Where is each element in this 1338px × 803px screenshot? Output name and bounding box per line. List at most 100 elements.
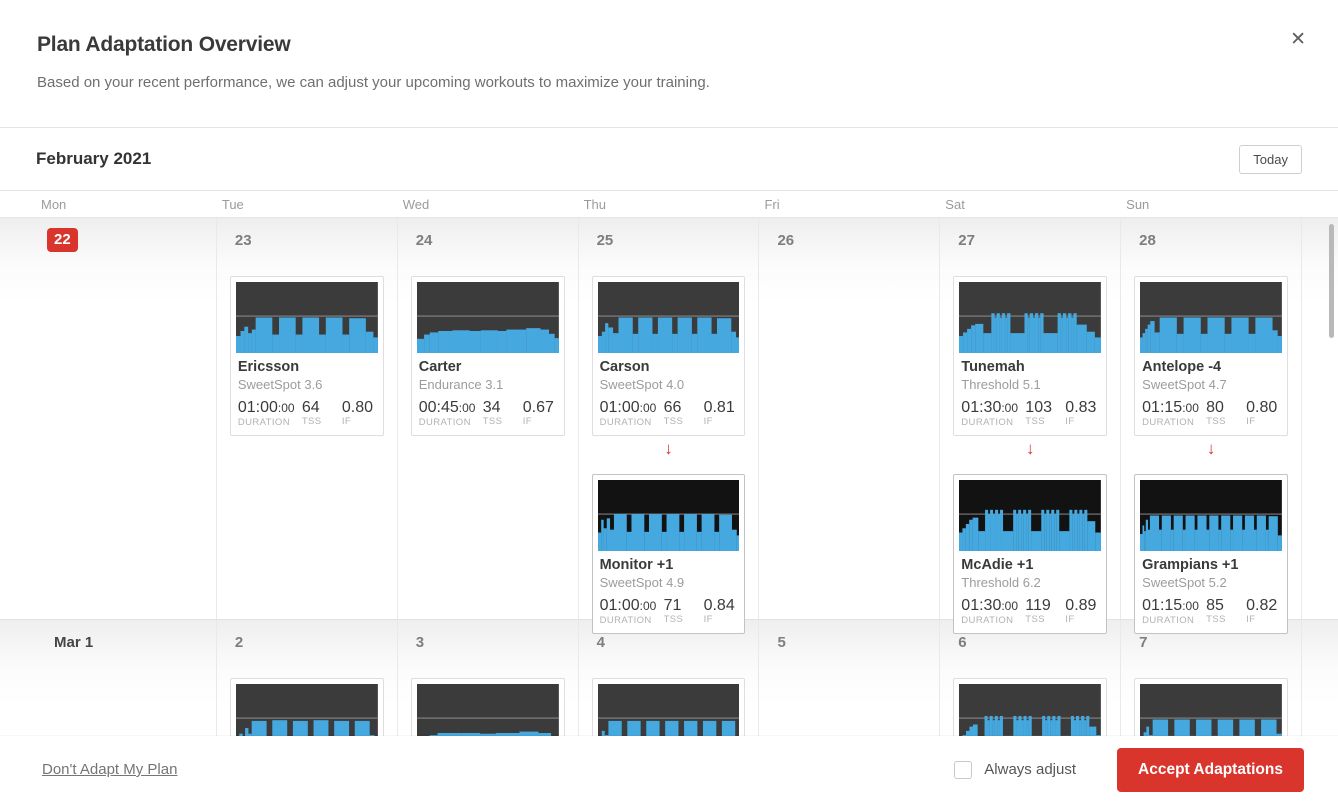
workout-stats: 01:00:00 DURATION 64 TSS 0.80 IF — [238, 399, 376, 428]
stat-tss: 66 TSS — [664, 399, 704, 428]
if-label: IF — [522, 416, 532, 427]
date-wrap: Mar 1 — [36, 632, 216, 666]
day-header-sat: Sat — [945, 196, 965, 212]
stat-if: 0.80 IF — [1246, 399, 1277, 428]
tss-label: TSS — [1206, 416, 1226, 427]
duration-value: 01:15:00 — [1142, 597, 1206, 615]
workout-detail: Threshold 6.2 — [961, 575, 1041, 590]
duration-value: 01:30:00 — [961, 597, 1025, 615]
workout-card[interactable]: Carson SweetSpot 4.0 01:00:00 DURATION 66 TSS… — [591, 276, 746, 436]
workout-detail: SweetSpot 4.7 — [1142, 377, 1227, 392]
workout-card-adapted[interactable]: Monitor +1 SweetSpot 4.9 01:00:00 DURATION 7… — [591, 474, 746, 634]
workout-card[interactable]: Ericsson SweetSpot 3.6 01:00:00 DURATION 64 T… — [229, 276, 384, 436]
footer-bar: Don't Adapt My Plan Always adjust Accept… — [0, 736, 1338, 803]
duration-seconds: :00 — [458, 401, 476, 415]
day-header-row: Mon Tue Wed Thu Fri Sat Sun — [0, 190, 1338, 218]
date-wrap: 2 — [217, 632, 397, 666]
duration-main: 01:15 — [1142, 399, 1183, 416]
close-icon[interactable]: ✕ — [1290, 29, 1306, 50]
duration-value: 01:00:00 — [600, 597, 664, 615]
tss-label: TSS — [663, 416, 684, 427]
workout-name: Grampians +1 — [1142, 557, 1239, 573]
if-value: 0.82 — [1246, 597, 1278, 614]
tss-label: TSS — [482, 416, 503, 427]
if-value: 0.67 — [522, 399, 554, 416]
workout-detail: Threshold 5.1 — [961, 377, 1041, 392]
tss-value: 66 — [663, 399, 682, 416]
stat-tss: 85 TSS — [1206, 597, 1246, 626]
workout-profile-chart — [235, 282, 378, 353]
day-header-thu: Thu — [583, 196, 606, 212]
tss-label: TSS — [1025, 614, 1045, 625]
duration-label: DURATION — [599, 417, 652, 428]
tss-value: 85 — [1206, 597, 1224, 614]
always-adjust-checkbox[interactable] — [954, 760, 973, 779]
date-wrap: 26 — [759, 230, 939, 264]
date-wrap: 6 — [940, 632, 1120, 666]
workout-card[interactable]: Antelope -4 SweetSpot 4.7 01:15:00 DURATION… — [1134, 276, 1289, 436]
stat-if: 0.89 IF — [1065, 597, 1096, 626]
day-cell: 24 Carter Endurance 3.1 00:45:00 DURATION 34 T… — [398, 218, 579, 619]
if-label: IF — [341, 416, 352, 427]
day-cell: 23 Ericsson SweetSpot 3.6 01:00:00 DURATION 6… — [217, 218, 398, 619]
workout-profile-chart — [959, 282, 1102, 353]
stat-duration: 01:30:00 DURATION — [961, 597, 1025, 626]
accept-adaptations-button[interactable]: Accept Adaptations — [1117, 747, 1304, 792]
if-label: IF — [1246, 416, 1256, 427]
always-adjust-label: Always adjust — [984, 761, 1077, 778]
date-label: 25 — [596, 232, 614, 249]
workout-name: Antelope -4 — [1142, 359, 1222, 375]
day-cell: 25 Carson SweetSpot 4.0 01:00:00 DURATION 66 T… — [579, 218, 760, 634]
tss-value: 80 — [1206, 399, 1224, 416]
tss-value: 119 — [1025, 597, 1051, 614]
workout-name: Tunemah — [961, 359, 1025, 375]
duration-label: DURATION — [1142, 417, 1195, 428]
duration-label: DURATION — [237, 417, 290, 428]
tss-value: 64 — [301, 399, 320, 416]
workout-stats: 01:15:00 DURATION 85 TSS 0.82 IF — [1142, 597, 1280, 626]
day-cell: 5 — [759, 620, 941, 803]
stat-if: 0.83 IF — [1065, 399, 1096, 428]
date-label: 7 — [1139, 634, 1148, 651]
tss-label: TSS — [1206, 614, 1226, 625]
tss-label: TSS — [301, 416, 322, 427]
date-label: 26 — [777, 232, 795, 249]
workout-name: Carter — [418, 359, 462, 375]
date-wrap: 22 — [36, 218, 216, 252]
workout-card-adapted[interactable]: Grampians +1 SweetSpot 5.2 01:15:00 DURATIO… — [1134, 474, 1289, 634]
stat-duration: 01:00:00 DURATION — [600, 399, 664, 428]
stat-tss: 64 TSS — [302, 399, 342, 428]
dont-adapt-link[interactable]: Don't Adapt My Plan — [42, 761, 178, 778]
workout-card[interactable]: Carter Endurance 3.1 00:45:00 DURATION 34 TSS… — [410, 276, 565, 436]
workout-detail: SweetSpot 4.9 — [599, 575, 685, 590]
workout-stats: 00:45:00 DURATION 34 TSS 0.67 IF — [419, 399, 557, 428]
date-label: 2 — [234, 634, 244, 651]
month-bar: February 2021 Today — [0, 128, 1338, 190]
footer-actions: Always adjust Accept Adaptations — [954, 747, 1304, 792]
date-wrap: 28 — [1121, 230, 1301, 264]
tss-label: TSS — [1025, 416, 1045, 427]
stat-if: 0.82 IF — [1246, 597, 1277, 626]
workout-stats: 01:30:00 DURATION 103 TSS 0.83 IF — [961, 399, 1099, 428]
duration-main: 00:45 — [418, 399, 459, 416]
stat-duration: 00:45:00 DURATION — [419, 399, 483, 428]
duration-seconds: :00 — [1182, 401, 1199, 415]
day-header-sun: Sun — [1126, 196, 1150, 212]
duration-main: 01:00 — [599, 597, 640, 614]
workout-name: Monitor +1 — [599, 557, 674, 573]
duration-label: DURATION — [418, 417, 471, 428]
today-button[interactable]: Today — [1239, 144, 1302, 174]
scrollbar-thumb[interactable] — [1329, 224, 1334, 338]
workout-card[interactable]: Tunemah Threshold 5.1 01:30:00 DURATION 103 T… — [953, 276, 1108, 436]
duration-seconds: :00 — [639, 599, 657, 613]
stat-tss: 103 TSS — [1025, 399, 1065, 428]
workout-card-adapted[interactable]: McAdie +1 Threshold 6.2 01:30:00 DURATION 11… — [953, 474, 1108, 634]
duration-value: 00:45:00 — [419, 399, 483, 417]
duration-seconds: :00 — [1182, 599, 1199, 613]
duration-main: 01:00 — [237, 399, 278, 416]
workout-name: Ericsson — [237, 359, 300, 375]
stat-duration: 01:15:00 DURATION — [1142, 399, 1206, 428]
workout-stats: 01:30:00 DURATION 119 TSS 0.89 IF — [961, 597, 1099, 626]
workout-detail: SweetSpot 4.0 — [599, 377, 685, 392]
